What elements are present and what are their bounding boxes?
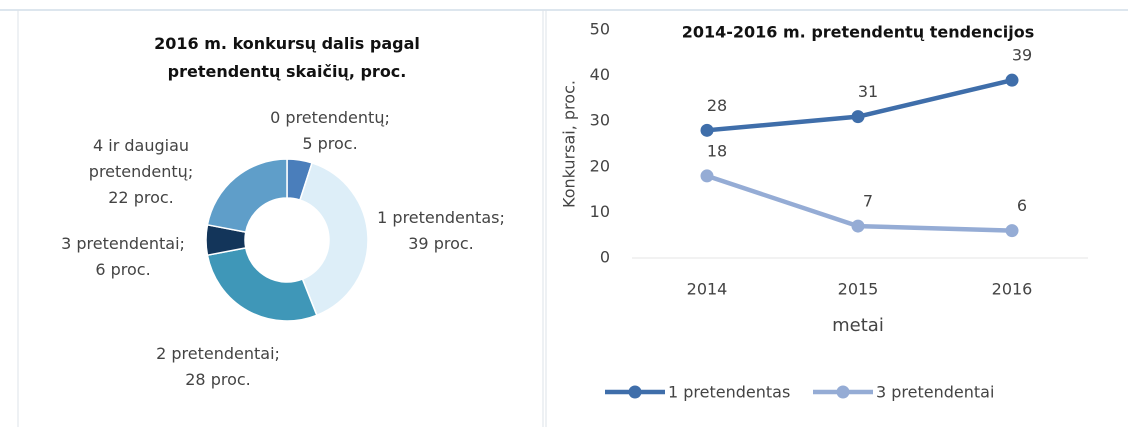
chart-title: 2016 m. konkursų dalis pagal pretendentų… [154,34,420,81]
x-tick-label: 2016 [992,280,1033,299]
chart-title: 2014-2016 m. pretendentų tendencijos [682,23,1035,42]
slice-value-label: 39 proc. [408,234,474,253]
slice-category: 2 pretendentai; [156,344,280,363]
y-axis-label: Konkursai, proc. [560,80,579,208]
x-tick-label: 2014 [687,280,728,299]
donut-slice [206,246,318,322]
y-tick-label: 30 [590,111,610,130]
legend-marker [628,385,642,399]
slice-label: 1 pretendentas; 39 proc. [377,205,505,257]
slice-label: 0 pretendentų; 5 proc. [270,105,390,157]
slice-category: 3 pretendentai; [61,234,185,253]
x-tick-label: 2015 [838,280,879,299]
y-tick-label: 50 [590,20,610,39]
y-tick-label: 0 [600,248,610,267]
slice-value-label: 5 proc. [302,134,358,153]
legend-marker [836,385,850,399]
data-label: 7 [863,192,873,211]
data-label: 18 [707,141,727,160]
legend-label: 1 pretendentas [668,383,790,402]
y-tick-label: 10 [590,202,610,221]
slice-label: 2 pretendentai; 28 proc. [156,341,280,393]
y-tick-label: 40 [590,65,610,84]
data-point [851,219,865,233]
slice-value-label: 6 proc. [95,260,151,279]
data-point [1005,73,1019,87]
data-label: 28 [707,96,727,115]
slice-label: 4 ir daugiau pretendentų; 22 proc. [74,133,209,211]
y-tick-label: 20 [590,156,610,175]
legend-label: 3 pretendentai [876,383,994,402]
slice-category: 0 pretendentų; [270,108,390,127]
donut-slice [299,162,369,317]
slice-value-label: 22 proc. [108,188,174,207]
slice-category: 4 ir daugiau pretendentų; [88,136,194,181]
data-label: 39 [1012,46,1032,65]
slice-value-label: 28 proc. [185,370,251,389]
x-axis-label: metai [832,315,884,336]
data-label: 31 [858,82,878,101]
data-point [1005,224,1019,238]
data-label: 6 [1017,196,1027,215]
data-point [700,123,714,137]
slice-label: 3 pretendentai; 6 proc. [61,231,185,283]
slice-category: 1 pretendentas; [377,208,505,227]
data-point [851,110,865,124]
donut-slice [206,158,288,234]
data-point [700,169,714,183]
